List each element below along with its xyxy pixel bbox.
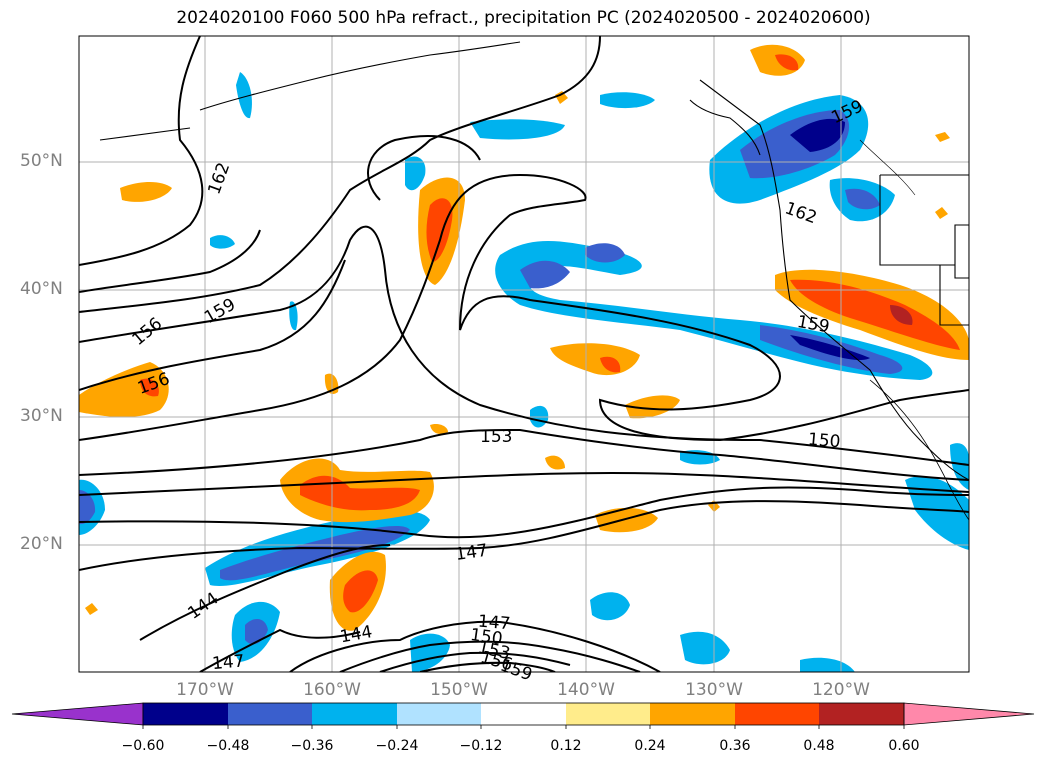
orange-central-2 (625, 395, 680, 419)
orange-west (79, 362, 169, 417)
red-central (600, 356, 621, 373)
contour-label: 150 (469, 625, 504, 649)
colorbar-swatch (397, 703, 481, 725)
coastlines (99, 41, 969, 521)
colorbar-tick-label: −0.24 (375, 738, 419, 754)
red-west (140, 378, 159, 397)
lat-label-50n: 50°N (20, 151, 63, 171)
red-california (790, 279, 960, 350)
colorbar-tick-label: 0.60 (888, 738, 920, 754)
orange-small-7 (85, 603, 98, 615)
lon-label-170w: 170°W (176, 680, 234, 700)
blue-inland (845, 188, 880, 210)
contour-label: 147 (211, 651, 245, 674)
blue-far-west (79, 490, 96, 525)
orange-small-3 (555, 91, 568, 104)
colorbar-extend-low (11, 702, 144, 726)
colorbar-swatch (228, 703, 312, 725)
lat-label-40n: 40°N (20, 279, 63, 299)
colorbar-tick-label: 0.36 (719, 738, 751, 754)
colorbar-swatch (143, 703, 228, 725)
cyan-west-1 (210, 235, 235, 249)
colorbar-tick-label: −0.48 (206, 738, 250, 754)
cyan-gulf (470, 119, 565, 140)
cyan-north-2 (405, 156, 426, 191)
cyan-mexico-2 (950, 443, 969, 490)
lat-label-30n: 30°N (20, 406, 63, 426)
lat-label-20n: 20°N (20, 534, 63, 554)
orange-small-5 (935, 207, 948, 219)
contour-label: 153 (480, 427, 512, 447)
colorbar-swatch (312, 703, 397, 725)
cyan-south-3 (680, 631, 730, 665)
colorbar-tick-label: −0.12 (459, 738, 503, 754)
red-north (775, 54, 799, 71)
lon-label-140w: 140°W (557, 680, 615, 700)
colorbar-swatch (650, 703, 735, 725)
cyan-bering (236, 72, 252, 119)
red-gulf-plume (426, 198, 453, 262)
orange-small-2 (430, 423, 448, 434)
colorbar-swatch (566, 703, 650, 725)
cyan-west-2 (289, 301, 298, 331)
lon-label-120w: 120°W (812, 680, 870, 700)
precipitation-fill-layer (79, 44, 969, 672)
colorbar-tick-label: 0.48 (803, 738, 835, 754)
map-frame (78, 35, 970, 673)
cyan-south-2 (590, 592, 630, 621)
orange-aleutian (120, 182, 172, 202)
blue-tropics-band (220, 525, 410, 581)
contour-label: 150 (807, 430, 841, 453)
colorbar-swatch (735, 703, 819, 725)
colorbar-tick-label: −0.60 (121, 738, 165, 754)
darkred-california (890, 305, 913, 325)
lon-label-130w: 130°W (685, 680, 743, 700)
red-tropics-2 (343, 570, 378, 613)
colorbar (11, 702, 1035, 729)
map-title: 2024020100 F060 500 hPa refract., precip… (176, 8, 871, 28)
colorbar-extend-high (903, 702, 1035, 726)
lon-label-150w: 150°W (430, 680, 488, 700)
contour-label: 147 (454, 541, 489, 565)
orange-small-4 (935, 132, 950, 142)
colorbar-tick-label: 0.24 (634, 738, 666, 754)
cyan-north-1 (600, 92, 655, 109)
refractivity-contours (79, 36, 969, 672)
blue-patch-east-2 (585, 243, 625, 263)
colorbar-tick-label: −0.36 (290, 738, 334, 754)
colorbar-swatch (481, 703, 566, 725)
navy-northwest (790, 118, 845, 152)
colorbar-swatch (819, 703, 904, 725)
red-tropics (300, 475, 420, 511)
lon-label-160w: 160°W (303, 680, 361, 700)
colorbar-tick-label: 0.12 (550, 738, 582, 754)
orange-mid (545, 455, 565, 470)
colorbar-frame (142, 702, 905, 726)
contour-label: 147 (477, 612, 511, 635)
blue-patch-east-1 (520, 260, 570, 289)
